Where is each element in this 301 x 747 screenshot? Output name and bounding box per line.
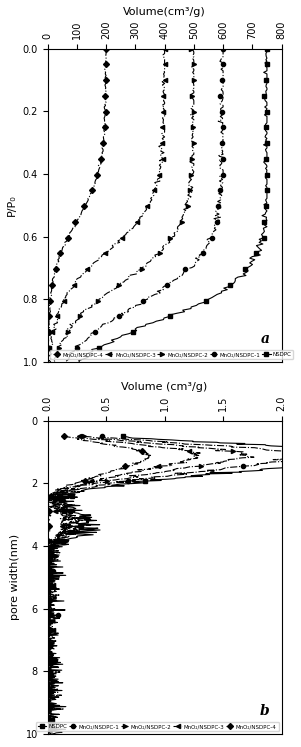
X-axis label: Volume(cm³/g): Volume(cm³/g) xyxy=(123,7,206,17)
Text: b: b xyxy=(260,704,270,719)
Legend: NSDPC, MnO₂/NSDPC-1, MnO₂/NSDPC-2, MnO₂/NSDPC-3, MnO₂/NSDPC-4: NSDPC, MnO₂/NSDPC-1, MnO₂/NSDPC-2, MnO₂/… xyxy=(36,722,279,731)
Y-axis label: P/P₀: P/P₀ xyxy=(7,194,17,217)
X-axis label: Volume (cm³/g): Volume (cm³/g) xyxy=(122,382,208,392)
Y-axis label: pore width(nm): pore width(nm) xyxy=(10,534,20,621)
Text: a: a xyxy=(261,332,270,347)
Legend: MnO₂/NSDPC-4, MnO₂/NSDPC-3, MnO₂/NSDPC-2, MnO₂/NSDPC-1, NSDPC: MnO₂/NSDPC-4, MnO₂/NSDPC-3, MnO₂/NSDPC-2… xyxy=(50,350,293,359)
